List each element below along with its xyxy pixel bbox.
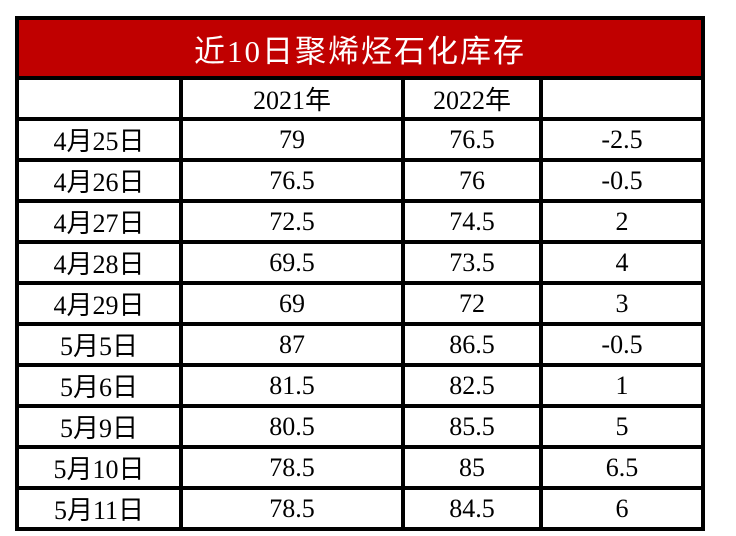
diff-cell: -0.5 xyxy=(539,322,705,367)
header-cell-2021: 2021年 xyxy=(179,76,405,121)
diff-cell: 5 xyxy=(539,404,705,449)
table-row: 4月27日 72.5 74.5 2 xyxy=(15,199,705,244)
date-cell: 4月25日 xyxy=(15,117,183,162)
date-cell: 5月6日 xyxy=(15,363,183,408)
diff-cell: 2 xyxy=(539,199,705,244)
value-2022-cell: 74.5 xyxy=(401,199,543,244)
date-cell: 4月29日 xyxy=(15,281,183,326)
value-2022-cell: 86.5 xyxy=(401,322,543,367)
header-cell-2022: 2022年 xyxy=(401,76,543,121)
table-row: 4月29日 69 72 3 xyxy=(15,281,705,326)
inventory-table-container: 近10日聚烯烃石化库存 2021年 2022年 4月25日 79 76.5 -2… xyxy=(15,16,705,531)
diff-cell: 1 xyxy=(539,363,705,408)
table-row: 5月5日 87 86.5 -0.5 xyxy=(15,322,705,367)
table-row: 4月26日 76.5 76 -0.5 xyxy=(15,158,705,203)
diff-cell: -0.5 xyxy=(539,158,705,203)
value-2021-cell: 81.5 xyxy=(179,363,405,408)
date-cell: 4月26日 xyxy=(15,158,183,203)
inventory-table: 近10日聚烯烃石化库存 2021年 2022年 4月25日 79 76.5 -2… xyxy=(15,16,705,531)
table-row: 5月6日 81.5 82.5 1 xyxy=(15,363,705,408)
value-2022-cell: 84.5 xyxy=(401,486,543,531)
table-row: 4月25日 79 76.5 -2.5 xyxy=(15,117,705,162)
date-cell: 5月5日 xyxy=(15,322,183,367)
value-2021-cell: 80.5 xyxy=(179,404,405,449)
table-row: 5月10日 78.5 85 6.5 xyxy=(15,445,705,490)
value-2021-cell: 78.5 xyxy=(179,445,405,490)
diff-cell: 6.5 xyxy=(539,445,705,490)
header-row: 2021年 2022年 xyxy=(15,76,705,121)
diff-cell: 3 xyxy=(539,281,705,326)
value-2022-cell: 76 xyxy=(401,158,543,203)
table-row: 4月28日 69.5 73.5 4 xyxy=(15,240,705,285)
value-2021-cell: 78.5 xyxy=(179,486,405,531)
value-2022-cell: 73.5 xyxy=(401,240,543,285)
header-cell-diff xyxy=(539,76,705,121)
value-2022-cell: 76.5 xyxy=(401,117,543,162)
diff-cell: 6 xyxy=(539,486,705,531)
value-2021-cell: 72.5 xyxy=(179,199,405,244)
value-2021-cell: 69 xyxy=(179,281,405,326)
date-cell: 5月10日 xyxy=(15,445,183,490)
value-2021-cell: 79 xyxy=(179,117,405,162)
diff-cell: -2.5 xyxy=(539,117,705,162)
date-cell: 4月28日 xyxy=(15,240,183,285)
value-2021-cell: 76.5 xyxy=(179,158,405,203)
value-2021-cell: 69.5 xyxy=(179,240,405,285)
table-row: 5月9日 80.5 85.5 5 xyxy=(15,404,705,449)
value-2022-cell: 85.5 xyxy=(401,404,543,449)
value-2022-cell: 72 xyxy=(401,281,543,326)
table-title: 近10日聚烯烃石化库存 xyxy=(15,16,705,80)
value-2022-cell: 85 xyxy=(401,445,543,490)
header-cell-date xyxy=(15,76,183,121)
date-cell: 4月27日 xyxy=(15,199,183,244)
title-row: 近10日聚烯烃石化库存 xyxy=(15,16,705,80)
value-2022-cell: 82.5 xyxy=(401,363,543,408)
value-2021-cell: 87 xyxy=(179,322,405,367)
table-row: 5月11日 78.5 84.5 6 xyxy=(15,486,705,531)
date-cell: 5月9日 xyxy=(15,404,183,449)
diff-cell: 4 xyxy=(539,240,705,285)
date-cell: 5月11日 xyxy=(15,486,183,531)
